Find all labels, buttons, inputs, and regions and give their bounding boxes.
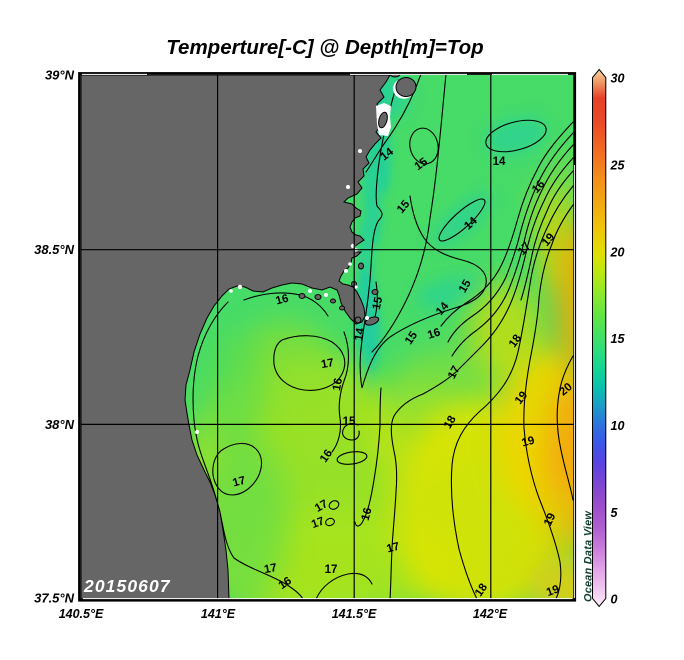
svg-text:38°N: 38°N: [45, 417, 75, 432]
svg-text:39°N: 39°N: [45, 68, 75, 83]
svg-text:20: 20: [610, 245, 625, 259]
svg-text:17: 17: [313, 498, 330, 515]
svg-text:141°E: 141°E: [201, 607, 236, 621]
svg-text:15: 15: [457, 277, 474, 295]
svg-text:16: 16: [331, 377, 345, 392]
svg-text:25: 25: [610, 159, 626, 173]
svg-text:19: 19: [545, 583, 561, 599]
svg-text:18: 18: [442, 413, 459, 431]
svg-text:Temperture[-C] @ Depth[m]=Top: Temperture[-C] @ Depth[m]=Top: [166, 36, 483, 59]
svg-text:20: 20: [557, 381, 575, 398]
svg-text:17: 17: [310, 515, 326, 531]
svg-text:142°E: 142°E: [473, 607, 508, 621]
svg-text:38.5°N: 38.5°N: [34, 242, 75, 257]
svg-text:10: 10: [611, 419, 625, 433]
svg-text:19: 19: [542, 511, 558, 528]
svg-text:15: 15: [371, 295, 386, 311]
svg-text:17: 17: [231, 475, 246, 490]
svg-text:17: 17: [263, 562, 278, 576]
svg-text:14: 14: [353, 327, 367, 342]
svg-text:0: 0: [611, 593, 618, 607]
svg-text:37.5°N: 37.5°N: [34, 591, 75, 606]
svg-text:141.5°E: 141.5°E: [332, 607, 377, 621]
svg-text:Ocean Data View: Ocean Data View: [583, 511, 595, 602]
svg-text:17: 17: [325, 564, 338, 576]
svg-text:16: 16: [360, 506, 375, 521]
svg-text:15: 15: [611, 332, 626, 346]
svg-text:17: 17: [446, 364, 463, 381]
svg-text:140.5°E: 140.5°E: [59, 607, 104, 621]
svg-text:17: 17: [385, 541, 400, 556]
svg-text:30: 30: [611, 72, 625, 86]
svg-text:17: 17: [320, 357, 335, 371]
svg-text:5: 5: [611, 506, 619, 520]
svg-text:19: 19: [520, 435, 535, 450]
svg-text:14: 14: [493, 156, 506, 168]
svg-text:16: 16: [274, 293, 289, 308]
svg-text:16: 16: [426, 326, 442, 341]
svg-text:20150607: 20150607: [83, 576, 171, 596]
